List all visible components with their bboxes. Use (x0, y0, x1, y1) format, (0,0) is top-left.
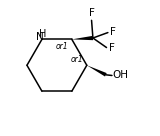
Text: F: F (109, 43, 115, 53)
Text: H: H (39, 29, 46, 39)
Text: F: F (89, 8, 95, 18)
Polygon shape (72, 36, 93, 40)
Text: OH: OH (113, 70, 129, 81)
Text: N: N (36, 32, 44, 42)
Polygon shape (87, 65, 107, 77)
Text: F: F (110, 27, 116, 37)
Text: or1: or1 (70, 55, 83, 64)
Text: or1: or1 (56, 42, 69, 51)
